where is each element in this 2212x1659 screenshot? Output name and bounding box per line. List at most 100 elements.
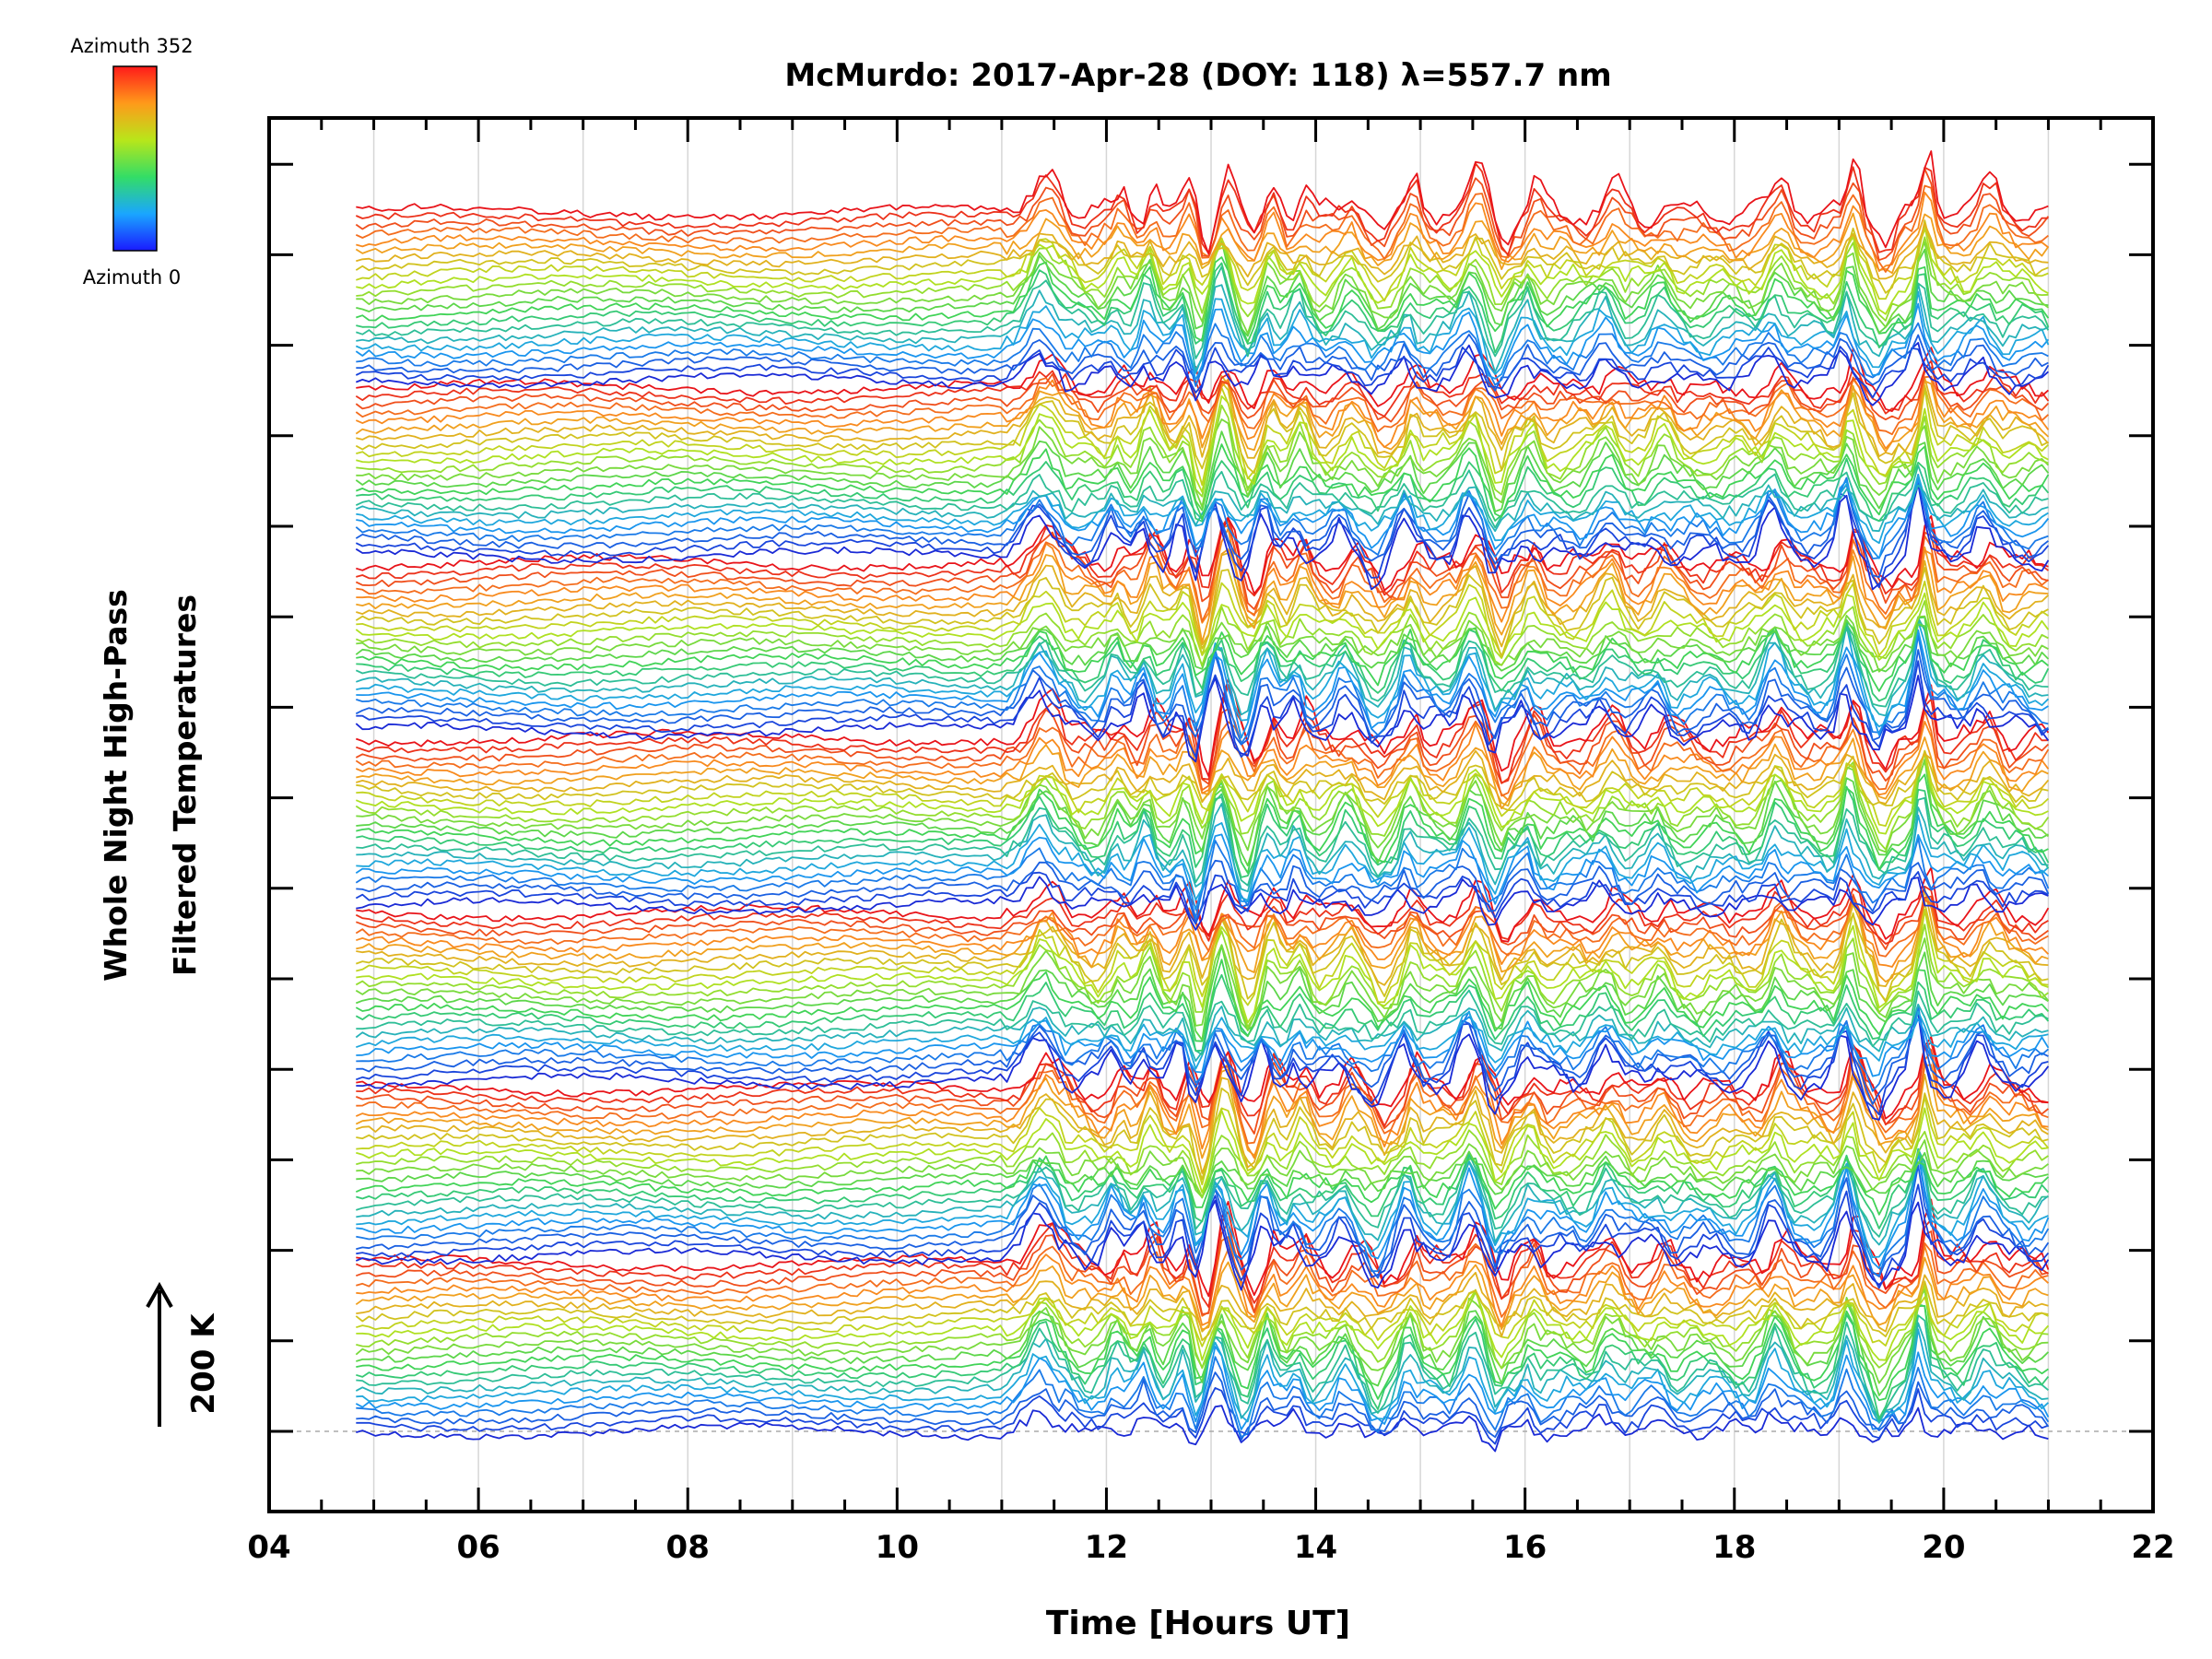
- trace-line: [356, 1289, 2049, 1347]
- trace-line: [355, 1199, 2050, 1291]
- x-tick-label: 16: [1503, 1529, 1547, 1566]
- trace-line: [355, 367, 2050, 450]
- trace-line: [355, 893, 2049, 958]
- trace-line: [355, 1064, 2049, 1159]
- trace-line: [355, 366, 2050, 423]
- x-axis-label: Time [Hours UT]: [1046, 1605, 1350, 1642]
- scale-arrow-head: [146, 1281, 173, 1308]
- axis-ticks: [267, 118, 2155, 1512]
- y-axis-label-line2: Filtered Temperatures: [167, 594, 203, 976]
- trace-line: [356, 1305, 2049, 1402]
- trace-line: [356, 684, 2049, 784]
- trace-line: [356, 750, 2050, 827]
- trace-line: [355, 1155, 2050, 1216]
- trace-line: [356, 1387, 2049, 1445]
- trace-line: [356, 1010, 2049, 1070]
- trace-line: [355, 945, 2049, 1041]
- trace-line: [356, 1036, 2049, 1120]
- scale-label: 200 K: [185, 1312, 222, 1415]
- trace-line: [355, 937, 2050, 1031]
- trace-line: [355, 342, 2049, 406]
- trace-line: [356, 524, 2049, 623]
- trace-line: [356, 1371, 2050, 1441]
- trace-line: [355, 600, 2049, 666]
- trace-line: [355, 219, 2049, 294]
- trace-line: [355, 710, 2050, 797]
- trace-line: [355, 959, 2050, 1042]
- x-tick-labels: 04 06 08 10 12 14 16 18 20 22: [247, 1529, 2174, 1566]
- trace-line: [355, 1256, 2049, 1331]
- trace-line: [356, 1129, 2049, 1198]
- trace-line: [355, 618, 2049, 708]
- trace-line: [356, 876, 2049, 931]
- trace-line: [355, 1210, 2049, 1308]
- trace-line: [355, 375, 2050, 436]
- trace-line: [356, 803, 2049, 893]
- trace-line: [355, 519, 2049, 610]
- trace-line: [356, 1283, 2049, 1370]
- x-tick-label: 04: [247, 1529, 290, 1566]
- x-tick-label: 20: [1922, 1529, 1965, 1566]
- trace-line: [356, 283, 2049, 373]
- trace-line: [355, 1221, 2049, 1315]
- scale-indicator: 200 K: [146, 1281, 222, 1427]
- trace-line: [356, 515, 2049, 595]
- trace-line: [356, 1164, 2050, 1279]
- trace-line: [356, 1271, 2049, 1337]
- trace-line: [356, 1051, 2049, 1145]
- trace-line: [356, 1286, 2050, 1396]
- trace-line: [356, 1073, 2049, 1174]
- trace-line: [356, 619, 2050, 728]
- trace-line: [355, 1280, 2049, 1342]
- trace-line: [356, 749, 2050, 807]
- trace-line: [356, 1314, 2049, 1421]
- trace-line: [356, 237, 2049, 335]
- trace-line: [355, 924, 2049, 1029]
- trace-line: [356, 736, 2049, 810]
- x-tick-label: 18: [1712, 1529, 1756, 1566]
- trace-line: [356, 866, 2050, 943]
- trace-line: [356, 375, 2050, 459]
- trace-line: [356, 1236, 2049, 1318]
- trace-line: [356, 678, 2050, 778]
- trace-line: [355, 430, 2050, 512]
- trace-line: [356, 395, 2049, 493]
- trace-line: [356, 909, 2049, 1024]
- trace-line: [356, 1011, 2050, 1121]
- trace-line: [356, 150, 2049, 255]
- trace-line: [355, 752, 2050, 851]
- trace-line: [355, 567, 2049, 658]
- trace-line: [355, 168, 2050, 262]
- trace-line: [356, 759, 2049, 867]
- trace-line: [356, 1284, 2050, 1361]
- trace-line: [355, 618, 2050, 673]
- trace-line: [356, 887, 2049, 987]
- colorbar-top-label: Azimuth 352: [70, 35, 193, 57]
- trace-line: [355, 901, 2049, 1003]
- trace-line: [355, 1063, 2049, 1159]
- colorbar: Azimuth 352 Azimuth 0: [70, 35, 193, 288]
- trace-line: [355, 443, 2050, 520]
- trace-line: [356, 1088, 2049, 1181]
- trace-line: [356, 347, 2049, 412]
- trace-line: [355, 837, 2050, 919]
- trace-line: [355, 479, 2050, 589]
- trace-line: [355, 346, 2050, 399]
- trace-line: [356, 477, 2050, 559]
- trace-line: [356, 1005, 2049, 1092]
- trace-line: [356, 1041, 2049, 1127]
- trace-line: [356, 1356, 2050, 1438]
- trace-line: [356, 896, 2050, 968]
- trace-line: [356, 785, 2050, 878]
- trace-line: [356, 629, 2049, 739]
- trace-line: [355, 212, 2050, 275]
- trace-line: [356, 474, 2049, 545]
- trace-line: [356, 615, 2049, 673]
- trace-line: [356, 516, 2049, 597]
- trace-line: [356, 580, 2049, 657]
- trace-line: [356, 623, 2050, 702]
- traces-group: [355, 150, 2050, 1453]
- colorbar-bottom-label: Azimuth 0: [83, 266, 182, 288]
- x-tick-label: 12: [1085, 1529, 1128, 1566]
- trace-line: [356, 1153, 2049, 1258]
